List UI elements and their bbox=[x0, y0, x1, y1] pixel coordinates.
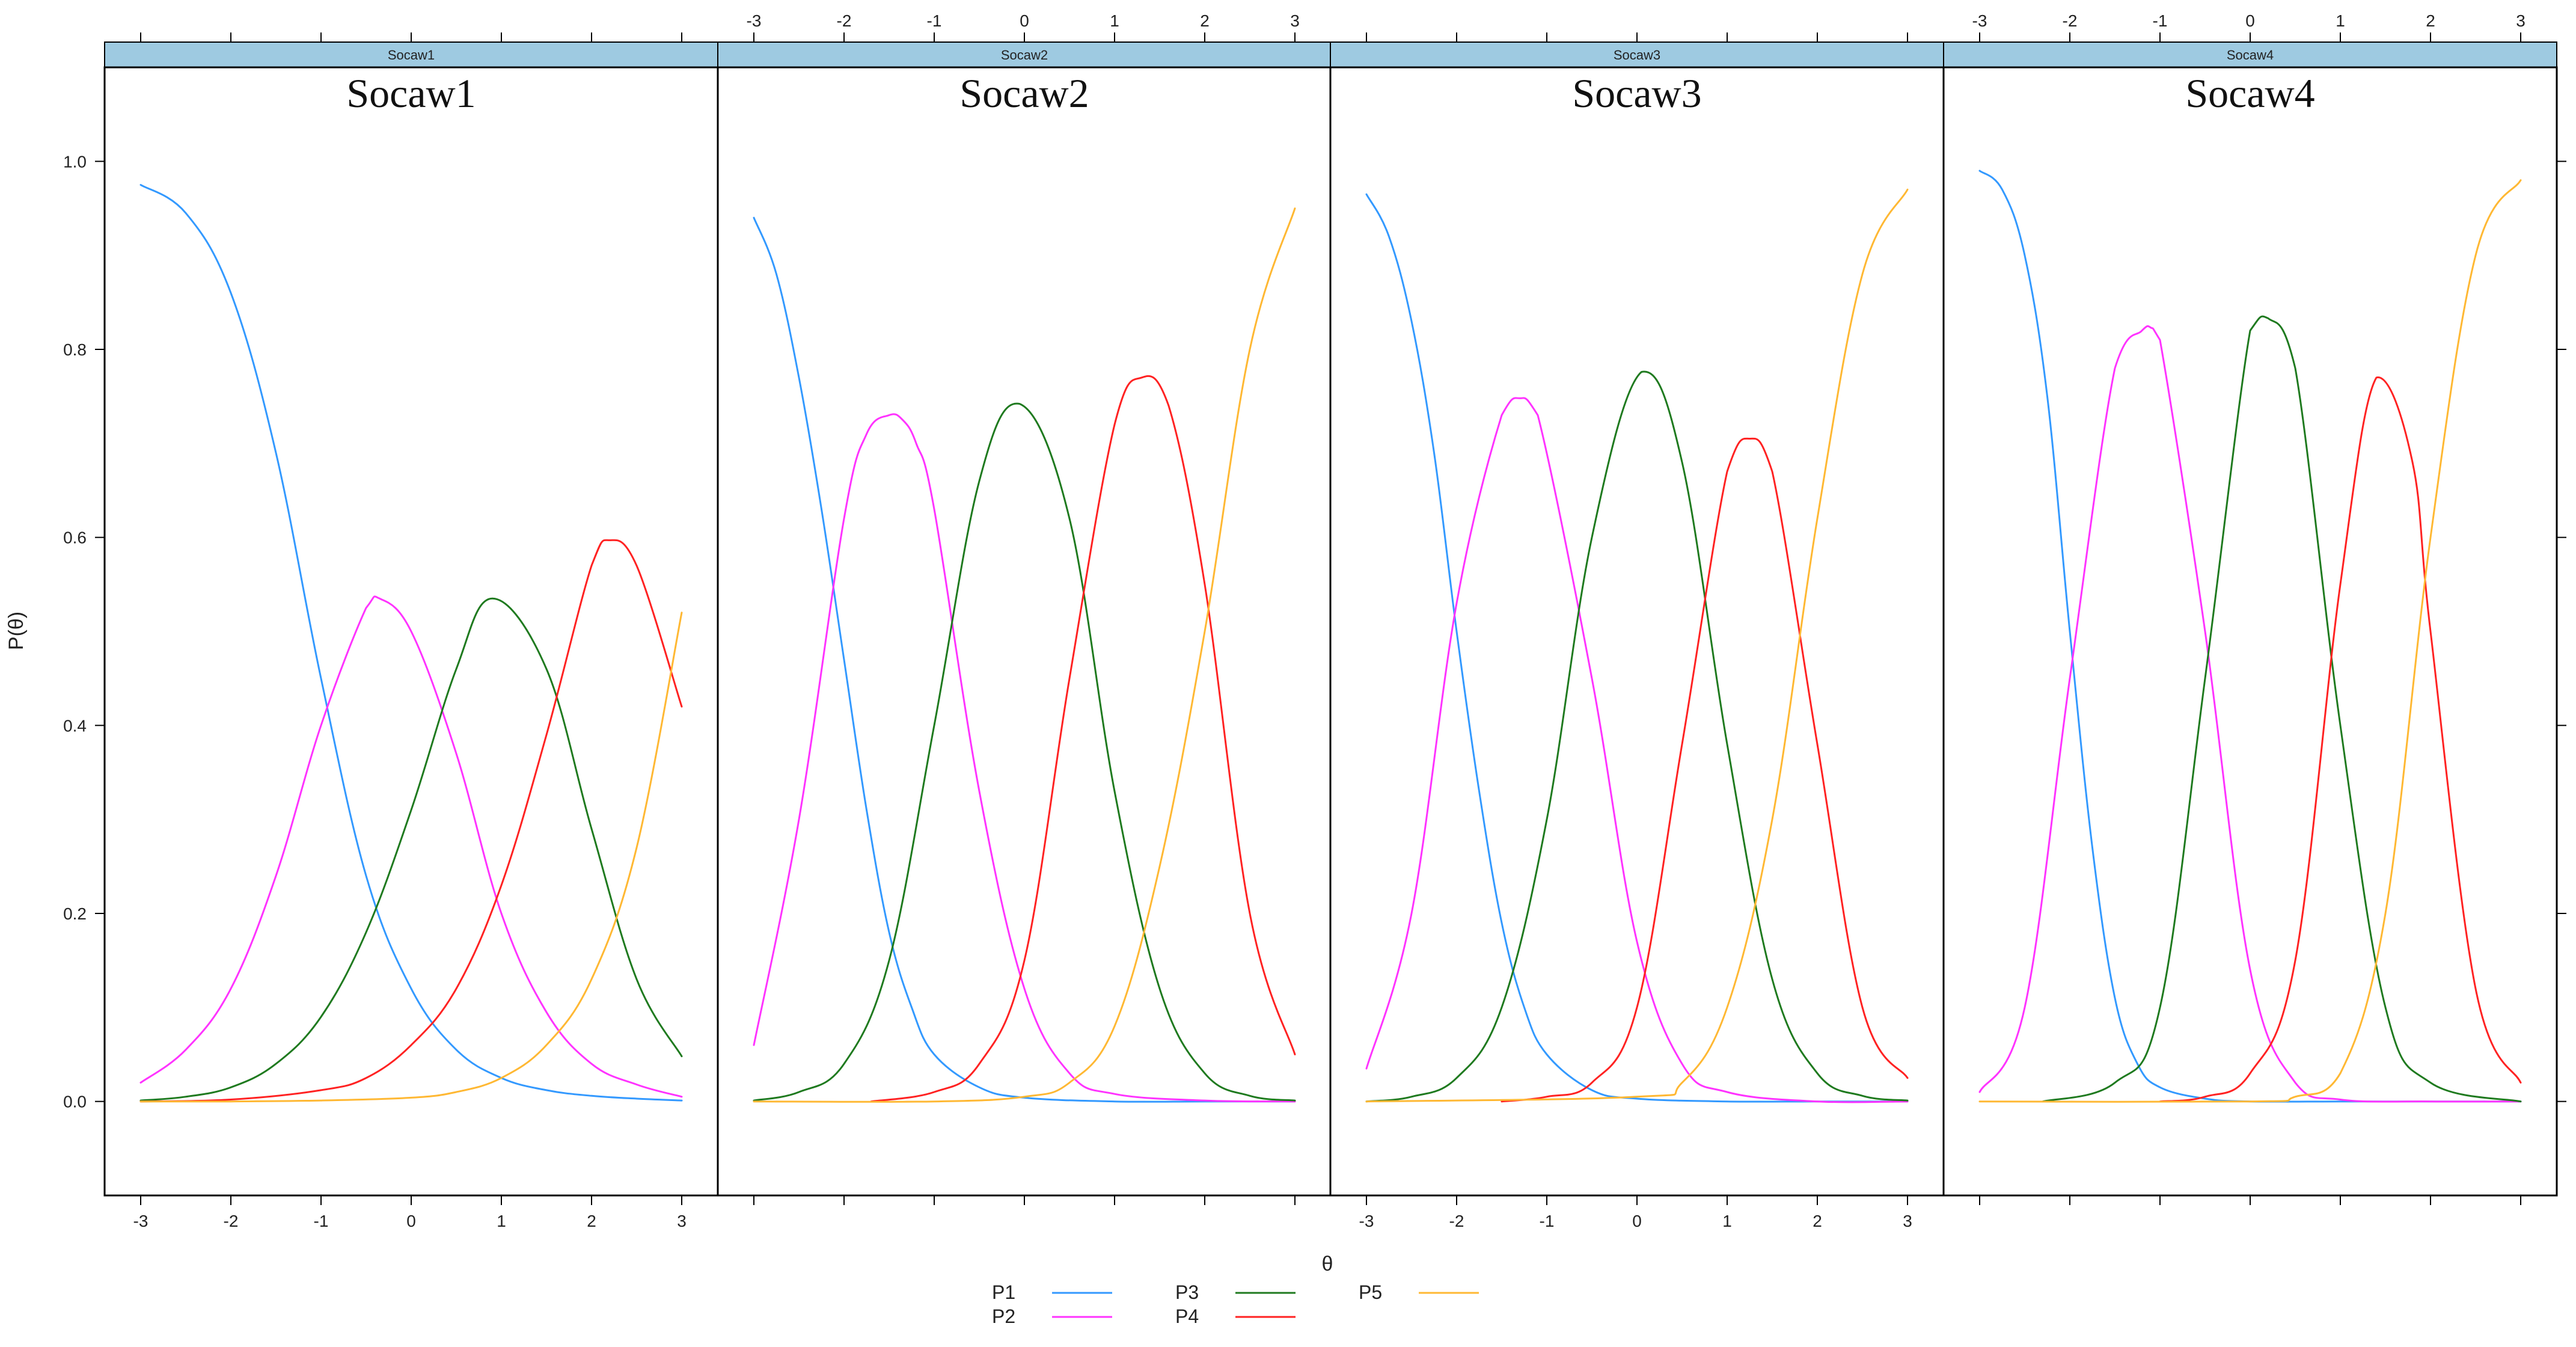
x-tick-label: 0 bbox=[2245, 11, 2255, 30]
legend-label: P2 bbox=[992, 1306, 1015, 1327]
legend: P1 P2 P3 P4 P5 bbox=[992, 1281, 1479, 1327]
x-tick-label: 2 bbox=[2426, 11, 2435, 30]
x-tick-label: -1 bbox=[2153, 11, 2168, 30]
legend-item-p2: P2 bbox=[992, 1306, 1112, 1327]
series-line-p5 bbox=[1978, 179, 2522, 1103]
x-tick-label: -3 bbox=[747, 11, 762, 30]
axes: P(θ) θ 0.0 0.2 0.4 0.6 0.8 1.0 bbox=[5, 152, 2566, 1275]
plot-panels: Socaw1 -3 -2 -1 0 1 2 3 Socaw2 -3 -2 -1 0 1 2 3 Socaw3 -3… bbox=[103, 11, 2558, 1230]
legend-label: P3 bbox=[1175, 1281, 1199, 1303]
x-tick-label: 1 bbox=[1110, 11, 1119, 30]
panel-frame bbox=[1329, 66, 1945, 1197]
x-tick-label: 2 bbox=[587, 1212, 596, 1230]
plot-panel: Socaw2 -3 -2 -1 0 1 2 3 bbox=[717, 11, 1332, 1205]
x-tick-label: 0 bbox=[1632, 1212, 1642, 1230]
x-tick-label: -2 bbox=[837, 11, 852, 30]
x-tick-label: 3 bbox=[1903, 1212, 1912, 1230]
series-line-p5 bbox=[1365, 188, 1909, 1103]
strip-background bbox=[104, 41, 718, 68]
panel-frame bbox=[717, 66, 1332, 1197]
series-line-p1 bbox=[753, 216, 1296, 1103]
panel-curves bbox=[139, 183, 683, 1103]
panel-title: Socaw4 bbox=[2185, 70, 2314, 116]
x-axis-label: θ bbox=[1322, 1253, 1333, 1275]
strip-background bbox=[1943, 41, 2557, 68]
legend-label: P1 bbox=[992, 1281, 1015, 1303]
series-line-p1 bbox=[139, 183, 683, 1102]
y-tick-label: 0.2 bbox=[63, 904, 87, 923]
panel-title: Socaw2 bbox=[959, 70, 1089, 116]
x-tick-label: 2 bbox=[1813, 1212, 1822, 1230]
x-tick-label: -3 bbox=[1359, 1212, 1374, 1230]
plot-panel: Socaw3 -3 -2 -1 0 1 2 3 bbox=[1329, 32, 1945, 1230]
panel-curves bbox=[1978, 170, 2522, 1103]
series-line-p2 bbox=[753, 413, 1296, 1103]
y-axis-label: P(θ) bbox=[5, 612, 28, 650]
y-tick-label: 0.0 bbox=[63, 1093, 87, 1111]
strip-label: Socaw1 bbox=[388, 48, 435, 63]
y-tick-label: 1.0 bbox=[63, 152, 87, 171]
x-tick-label: -2 bbox=[224, 1212, 239, 1230]
panel-title: Socaw3 bbox=[1572, 70, 1701, 116]
legend-label: P5 bbox=[1359, 1281, 1382, 1303]
plot-panel: Socaw1 -3 -2 -1 0 1 2 3 bbox=[103, 32, 719, 1230]
series-line-p5 bbox=[139, 612, 683, 1103]
panel-curves bbox=[753, 207, 1296, 1103]
panel-strip: Socaw4 bbox=[1943, 41, 2557, 68]
legend-label: P4 bbox=[1175, 1306, 1199, 1327]
x-tick-label: -1 bbox=[927, 11, 942, 30]
series-line-p3 bbox=[2042, 315, 2522, 1103]
series-line-p1 bbox=[1978, 170, 2522, 1103]
x-tick-label: 1 bbox=[497, 1212, 506, 1230]
x-tick-label: -2 bbox=[2063, 11, 2078, 30]
panel-strip: Socaw2 bbox=[717, 41, 1332, 68]
strip-label: Socaw4 bbox=[2227, 48, 2274, 63]
panel-strips: Socaw1 Socaw2 Socaw3 Socaw4 bbox=[104, 41, 2557, 68]
legend-item-p3: P3 bbox=[1175, 1281, 1296, 1303]
series-line-p4 bbox=[2159, 376, 2522, 1103]
x-tick-label: -3 bbox=[1972, 11, 1987, 30]
legend-item-p1: P1 bbox=[992, 1281, 1112, 1303]
panel-strip: Socaw1 bbox=[104, 41, 718, 68]
x-tick-label: 1 bbox=[1722, 1212, 1732, 1230]
x-tick-label: -1 bbox=[1540, 1212, 1555, 1230]
x-tick-label: 1 bbox=[2336, 11, 2345, 30]
legend-item-p4: P4 bbox=[1175, 1306, 1296, 1327]
x-tick-label: -1 bbox=[314, 1212, 329, 1230]
series-line-p4 bbox=[870, 375, 1296, 1103]
series-line-p2 bbox=[1978, 325, 2522, 1103]
y-tick-label: 0.8 bbox=[63, 340, 87, 359]
panel-title: Socaw1 bbox=[346, 70, 476, 116]
series-line-p2 bbox=[139, 595, 683, 1098]
panel-curves bbox=[1365, 188, 1909, 1103]
x-tick-label: 3 bbox=[2516, 11, 2526, 30]
y-tick-label: 0.4 bbox=[63, 716, 87, 735]
y-tick-label: 0.6 bbox=[63, 529, 87, 547]
x-tick-label: 3 bbox=[677, 1212, 687, 1230]
x-tick-label: 3 bbox=[1290, 11, 1300, 30]
x-tick-label: -2 bbox=[1449, 1212, 1464, 1230]
series-line-p3 bbox=[1365, 370, 1909, 1103]
panel-frame bbox=[1942, 66, 2558, 1197]
series-line-p4 bbox=[1501, 437, 1909, 1103]
series-line-p2 bbox=[1365, 397, 1909, 1103]
x-tick-label: 0 bbox=[406, 1212, 416, 1230]
strip-label: Socaw2 bbox=[1001, 48, 1048, 63]
series-line-p3 bbox=[753, 402, 1296, 1102]
series-line-p5 bbox=[753, 207, 1296, 1103]
panel-strip: Socaw3 bbox=[1330, 41, 1944, 68]
strip-background bbox=[717, 41, 1332, 68]
x-tick-label: 0 bbox=[1020, 11, 1029, 30]
strip-label: Socaw3 bbox=[1614, 48, 1660, 63]
legend-item-p5: P5 bbox=[1359, 1281, 1479, 1303]
series-line-p4 bbox=[139, 539, 683, 1103]
x-tick-label: 2 bbox=[1200, 11, 1210, 30]
series-line-p3 bbox=[139, 597, 683, 1102]
plot-panel: Socaw4 -3 -2 -1 0 1 2 3 bbox=[1942, 11, 2558, 1205]
series-line-p1 bbox=[1365, 193, 1909, 1103]
x-tick-label: -3 bbox=[133, 1212, 148, 1230]
